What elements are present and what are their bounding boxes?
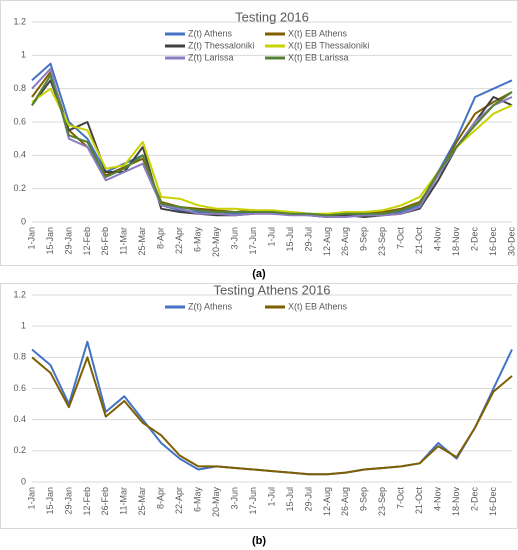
series-line [31, 79, 513, 218]
x-tick-label: 18-Nov [451, 487, 461, 517]
y-tick-label: 0.8 [13, 83, 26, 93]
y-tick-label: 1 [21, 321, 26, 331]
x-tick-label: 15-Jul [285, 227, 295, 252]
x-tick-label: 6-May [193, 227, 203, 253]
x-tick-label: 6-May [193, 487, 203, 513]
x-tick-label: 9-Sep [359, 227, 369, 251]
x-tick-label: 18-Nov [451, 227, 461, 257]
x-tick-label: 12-Aug [322, 227, 332, 256]
legend-label: X(t) EB Athens [288, 301, 348, 311]
y-tick-label: 0.2 [13, 183, 26, 193]
legend-label: X(t) EB Thessaloniki [288, 40, 369, 50]
x-tick-label: 20-May [211, 227, 221, 258]
x-tick-label: 21-Oct [414, 487, 424, 515]
x-tick-label: 7-Oct [396, 227, 406, 250]
x-tick-label: 11-Mar [119, 487, 129, 515]
x-tick-label: 7-Oct [396, 487, 406, 510]
y-tick-label: 1.2 [13, 16, 26, 26]
x-tick-label: 21-Oct [414, 227, 424, 255]
x-tick-label: 25-Mar [137, 227, 147, 256]
y-tick-label: 0.2 [13, 445, 26, 455]
x-tick-label: 1-Jul [266, 227, 276, 247]
x-tick-label: 23-Sep [377, 487, 387, 516]
x-tick-label: 16-Dec [488, 227, 498, 257]
x-tick-label: 30-Dec [506, 227, 516, 257]
caption: (b) [252, 535, 266, 547]
x-tick-label: 8-Apr [156, 487, 166, 509]
x-tick-label: 9-Sep [359, 487, 369, 511]
series-line [31, 356, 513, 476]
legend-label: X(t) EB Larissa [288, 52, 349, 62]
series-line [31, 67, 513, 218]
x-tick-label: 1-Jan [26, 487, 36, 510]
x-tick-label: 1-Jul [266, 487, 276, 507]
series-line [31, 87, 513, 215]
x-tick-label: 29-Jul [303, 487, 313, 512]
x-tick-label: 29-Jan [63, 227, 73, 255]
x-tick-label: 4-Nov [433, 227, 443, 252]
legend-label: Z(t) Thessaloniki [188, 40, 254, 50]
y-tick-label: 0.4 [13, 414, 26, 424]
x-tick-label: 2-Dec [469, 487, 479, 512]
x-tick-label: 3-Jun [229, 487, 239, 510]
y-tick-label: 1.2 [13, 289, 26, 299]
y-tick-label: 0.6 [13, 116, 26, 126]
x-tick-label: 4-Nov [433, 487, 443, 512]
caption: (a) [252, 268, 266, 280]
series-line [31, 74, 513, 217]
legend-label: Z(t) Larissa [188, 52, 234, 62]
y-tick-label: 1 [21, 50, 26, 60]
series-line [31, 62, 513, 218]
legend-label: Z(t) Athens [188, 301, 233, 311]
x-tick-label: 17-Jun [248, 227, 258, 255]
x-tick-label: 12-Aug [322, 487, 332, 516]
x-tick-label: 20-May [211, 487, 221, 518]
x-tick-label: 11-Mar [119, 227, 129, 255]
x-tick-label: 26-Aug [340, 487, 350, 516]
x-tick-label: 26-Feb [100, 487, 110, 516]
x-tick-label: 23-Sep [377, 227, 387, 256]
x-tick-label: 1-Jan [26, 227, 36, 250]
x-tick-label: 15-Jan [45, 227, 55, 255]
y-tick-label: 0.4 [13, 150, 26, 160]
x-tick-label: 12-Feb [82, 227, 92, 256]
x-tick-label: 22-Apr [174, 227, 184, 254]
x-tick-label: 17-Jun [248, 487, 258, 515]
series-line [31, 71, 513, 217]
x-tick-label: 16-Dec [488, 487, 498, 517]
x-tick-label: 3-Jun [229, 227, 239, 250]
legend-label: X(t) EB Athens [288, 28, 348, 38]
chart-frame [0, 0, 518, 266]
x-tick-label: 8-Apr [156, 227, 166, 249]
chart-title: Testing Athens 2016 [213, 282, 330, 297]
x-tick-label: 26-Aug [340, 227, 350, 256]
x-tick-label: 15-Jul [285, 487, 295, 512]
x-tick-label: 12-Feb [82, 487, 92, 516]
x-tick-label: 29-Jan [63, 487, 73, 515]
y-tick-label: 0 [21, 216, 26, 226]
legend-label: Z(t) Athens [188, 28, 233, 38]
y-tick-label: 0 [21, 476, 26, 486]
x-tick-label: 25-Mar [137, 487, 147, 516]
x-tick-label: 29-Jul [303, 227, 313, 252]
x-tick-label: 2-Dec [469, 227, 479, 252]
chart-title: Testing 2016 [235, 9, 309, 24]
y-tick-label: 0.6 [13, 383, 26, 393]
x-tick-label: 22-Apr [174, 487, 184, 514]
x-tick-label: 26-Feb [100, 227, 110, 256]
y-tick-label: 0.8 [13, 352, 26, 362]
x-tick-label: 15-Jan [45, 487, 55, 515]
